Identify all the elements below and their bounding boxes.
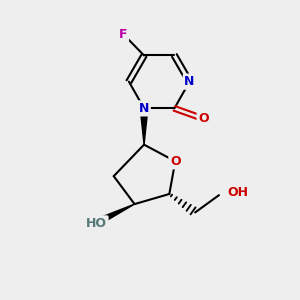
Text: HO: HO <box>86 217 107 230</box>
Text: O: O <box>170 155 181 168</box>
Text: N: N <box>184 75 195 88</box>
Text: O: O <box>198 112 209 125</box>
Text: F: F <box>119 28 128 40</box>
Text: OH: OH <box>228 186 249 199</box>
Polygon shape <box>140 108 148 145</box>
Text: N: N <box>139 102 149 115</box>
Polygon shape <box>97 204 134 225</box>
